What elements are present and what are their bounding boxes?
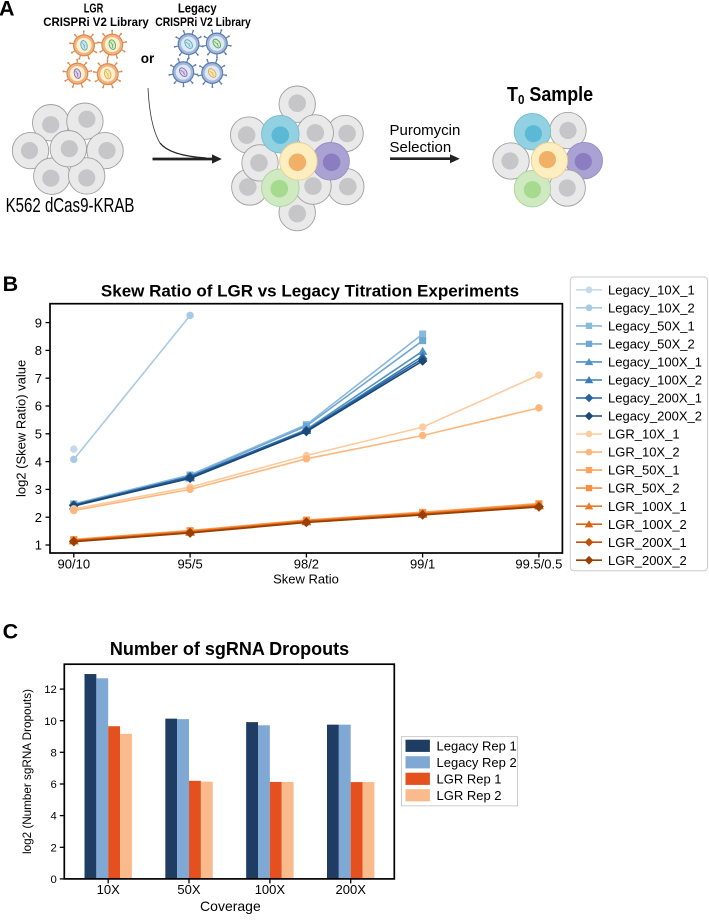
- svg-text:Legacy_10X_1: Legacy_10X_1: [608, 282, 695, 297]
- svg-text:0: 0: [51, 874, 57, 886]
- svg-text:8: 8: [51, 747, 57, 759]
- svg-text:CRISPRi V2 Library: CRISPRi V2 Library: [43, 17, 149, 29]
- svg-text:Selection: Selection: [390, 139, 452, 156]
- svg-text:or: or: [141, 51, 155, 66]
- svg-text:Legacy_10X_2: Legacy_10X_2: [608, 300, 695, 315]
- svg-text:LGR Rep 1: LGR Rep 1: [437, 771, 502, 786]
- svg-text:99/1: 99/1: [410, 557, 435, 572]
- svg-text:CRISPRi V2 Library: CRISPRi V2 Library: [155, 16, 251, 29]
- svg-text:12: 12: [44, 684, 57, 696]
- svg-text:LGR_10X_1: LGR_10X_1: [608, 427, 680, 442]
- svg-text:95/5: 95/5: [177, 557, 202, 572]
- svg-text:6: 6: [51, 779, 57, 791]
- svg-text:2: 2: [35, 510, 42, 525]
- svg-text:90/10: 90/10: [58, 557, 91, 572]
- svg-text:98/2: 98/2: [294, 557, 319, 572]
- svg-text:7: 7: [35, 371, 42, 386]
- svg-text:LGR_200X_2: LGR_200X_2: [608, 553, 687, 568]
- svg-text:B: B: [3, 272, 19, 296]
- svg-text:Legacy_200X_1: Legacy_200X_1: [608, 391, 702, 406]
- svg-text:200X: 200X: [336, 882, 367, 897]
- svg-text:LGR_50X_1: LGR_50X_1: [608, 463, 680, 478]
- svg-text:100X: 100X: [255, 882, 286, 897]
- svg-text:LGR: LGR: [84, 2, 103, 16]
- svg-text:2: 2: [51, 842, 57, 854]
- svg-text:Skew Ratio: Skew Ratio: [273, 572, 339, 587]
- svg-text:Legacy_100X_2: Legacy_100X_2: [608, 373, 702, 388]
- svg-text:log2 (Skew Ratio) value: log2 (Skew Ratio) value: [14, 360, 29, 497]
- svg-text:Legacy_50X_1: Legacy_50X_1: [608, 319, 695, 334]
- svg-text:Legacy: Legacy: [178, 1, 217, 16]
- svg-text:LGR_100X_2: LGR_100X_2: [608, 517, 687, 532]
- svg-text:Skew Ratio of LGR vs Legacy Ti: Skew Ratio of LGR vs Legacy Titration Ex…: [101, 281, 519, 300]
- svg-text:4: 4: [35, 454, 42, 469]
- svg-text:99.5/0.5: 99.5/0.5: [515, 557, 562, 572]
- svg-text:6: 6: [35, 399, 42, 414]
- svg-text:C: C: [3, 619, 19, 643]
- svg-text:LGR_50X_2: LGR_50X_2: [608, 481, 680, 496]
- svg-text:LGR_10X_2: LGR_10X_2: [608, 445, 680, 460]
- svg-text:log2 (Number sgRNA Dropouts): log2 (Number sgRNA Dropouts): [21, 689, 34, 854]
- svg-text:LGR_100X_1: LGR_100X_1: [608, 499, 687, 514]
- svg-text:Legacy_50X_2: Legacy_50X_2: [608, 337, 695, 352]
- svg-text:A: A: [0, 0, 15, 20]
- svg-text:Legacy_100X_1: Legacy_100X_1: [608, 355, 702, 370]
- svg-text:Legacy_200X_2: Legacy_200X_2: [608, 409, 702, 424]
- svg-text:9: 9: [35, 315, 42, 330]
- svg-text:Legacy Rep 2: Legacy Rep 2: [437, 755, 517, 770]
- svg-text:5: 5: [35, 427, 42, 442]
- svg-text:8: 8: [35, 343, 42, 358]
- svg-text:10X: 10X: [97, 882, 120, 897]
- svg-text:LGR Rep 2: LGR Rep 2: [437, 788, 502, 803]
- svg-text:LGR_200X_1: LGR_200X_1: [608, 535, 687, 550]
- svg-text:3: 3: [35, 482, 42, 497]
- svg-text:K562 dCas9-KRAB: K562 dCas9-KRAB: [6, 194, 135, 217]
- svg-text:Puromycin: Puromycin: [390, 122, 461, 139]
- svg-text:1: 1: [35, 538, 42, 553]
- svg-text:50X: 50X: [177, 882, 200, 897]
- svg-text:T0 Sample: T0 Sample: [507, 84, 593, 107]
- svg-text:Coverage: Coverage: [200, 898, 261, 914]
- svg-text:10: 10: [44, 716, 57, 728]
- svg-text:Number of sgRNA Dropouts: Number of sgRNA Dropouts: [110, 639, 349, 659]
- svg-text:Legacy Rep 1: Legacy Rep 1: [437, 738, 517, 753]
- svg-text:4: 4: [51, 811, 57, 823]
